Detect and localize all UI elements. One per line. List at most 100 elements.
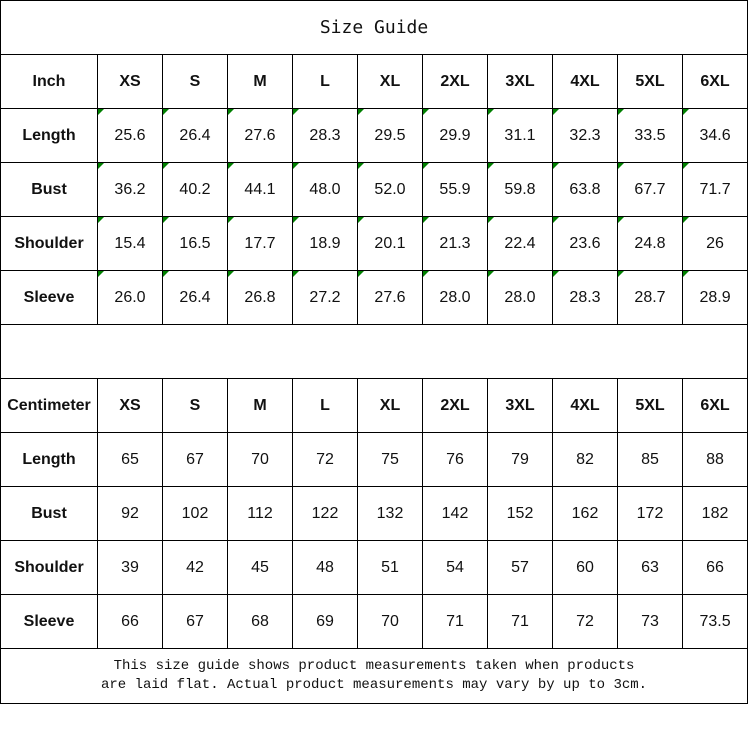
measurement-cell: 172 (617, 486, 683, 541)
measurement-cell: 48.0 (292, 162, 358, 217)
measurement-cell: 85 (617, 432, 683, 487)
measurement-cell: 28.7 (617, 270, 683, 325)
spacer-row (0, 324, 749, 379)
measurement-cell: 92 (97, 486, 163, 541)
size-header-3xl: 3XL (487, 378, 553, 433)
measurement-cell: 26.8 (227, 270, 293, 325)
measurement-cell: 24.8 (617, 216, 683, 271)
row-label: Shoulder (0, 540, 98, 595)
note-row: This size guide shows product measuremen… (0, 648, 749, 704)
page-title: Size Guide (0, 0, 749, 55)
size-header-4xl: 4XL (552, 54, 618, 109)
row-label: Shoulder (0, 216, 98, 271)
table-row-length: Length 65 67 70 72 75 76 79 82 85 88 (0, 432, 749, 487)
measurement-cell: 48 (292, 540, 358, 595)
measurement-cell: 32.3 (552, 108, 618, 163)
row-label: Length (0, 108, 98, 163)
measurement-cell: 70 (227, 432, 293, 487)
measurement-cell: 28.0 (487, 270, 553, 325)
measurement-cell: 67 (162, 432, 228, 487)
measurement-cell: 75 (357, 432, 423, 487)
size-header-l: L (292, 378, 358, 433)
measurement-cell: 31.1 (487, 108, 553, 163)
row-label: Sleeve (0, 270, 98, 325)
measurement-cell: 59.8 (487, 162, 553, 217)
measurement-cell: 162 (552, 486, 618, 541)
measurement-cell: 26.4 (162, 108, 228, 163)
measurement-cell: 65 (97, 432, 163, 487)
measurement-cell: 28.3 (552, 270, 618, 325)
table-row-length: Length 25.6 26.4 27.6 28.3 29.5 29.9 31.1 32.3 33… (0, 108, 749, 163)
measurement-cell: 88 (681, 432, 749, 487)
measurement-cell: 29.9 (422, 108, 488, 163)
cm-header-row: Centimeter XS S M L XL 2XL 3XL 4XL 5XL 6XL (0, 378, 749, 433)
table-row-sleeve: Sleeve 66 67 68 69 70 71 71 72 73 73.5 (0, 594, 749, 649)
measurement-cell: 71 (422, 594, 488, 649)
measurement-cell: 18.9 (292, 216, 358, 271)
measurement-cell: 27.2 (292, 270, 358, 325)
table-row-shoulder: Shoulder 39 42 45 48 51 54 57 60 63 66 (0, 540, 749, 595)
size-header-xl: XL (357, 54, 423, 109)
measurement-cell: 40.2 (162, 162, 228, 217)
note-line-1: This size guide shows product measuremen… (113, 658, 635, 674)
size-header-5xl: 5XL (617, 54, 683, 109)
measurement-cell: 73.5 (681, 594, 749, 649)
title-row: Size Guide (0, 0, 749, 55)
table-row-shoulder: Shoulder 15.4 16.5 17.7 18.9 20.1 21.3 22.4 23.6… (0, 216, 749, 271)
measurement-cell: 34.6 (681, 108, 749, 163)
measurement-cell: 20.1 (357, 216, 423, 271)
table-row-bust: Bust 92 102 112 122 132 142 152 162 172 182 (0, 486, 749, 541)
measurement-cell: 67 (162, 594, 228, 649)
measurement-cell: 57 (487, 540, 553, 595)
row-label: Bust (0, 162, 98, 217)
size-header-xl: XL (357, 378, 423, 433)
row-label: Sleeve (0, 594, 98, 649)
measurement-cell: 60 (552, 540, 618, 595)
size-header-s: S (162, 378, 228, 433)
size-header-m: M (227, 54, 293, 109)
measurement-cell: 22.4 (487, 216, 553, 271)
measurement-cell: 73 (617, 594, 683, 649)
measurement-cell: 16.5 (162, 216, 228, 271)
measurement-cell: 55.9 (422, 162, 488, 217)
note-line-2: are laid flat. Actual product measuremen… (100, 677, 648, 693)
measurement-cell: 52.0 (357, 162, 423, 217)
measurement-cell: 28.3 (292, 108, 358, 163)
measurement-cell: 71 (487, 594, 553, 649)
measurement-cell: 66 (681, 540, 749, 595)
measurement-cell: 54 (422, 540, 488, 595)
measurement-cell: 26.4 (162, 270, 228, 325)
size-header-m: M (227, 378, 293, 433)
inch-header-row: Inch XS S M L XL 2XL 3XL 4XL 5XL 6XL (0, 54, 749, 109)
size-header-2xl: 2XL (422, 378, 488, 433)
measurement-cell: 45 (227, 540, 293, 595)
measurement-cell: 33.5 (617, 108, 683, 163)
row-label: Length (0, 432, 98, 487)
measurement-cell: 26 (681, 216, 749, 271)
size-header-xs: XS (97, 54, 163, 109)
size-guide-table: Size Guide Inch XS S M L XL 2XL 3XL 4XL 5XL 6XL Len… (0, 0, 749, 704)
unit-label: Centimeter (0, 378, 98, 433)
spacer-cell (0, 324, 749, 379)
measurement-cell: 76 (422, 432, 488, 487)
measurement-note: This size guide shows product measuremen… (0, 648, 749, 704)
measurement-cell: 72 (292, 432, 358, 487)
measurement-cell: 63.8 (552, 162, 618, 217)
measurement-cell: 72 (552, 594, 618, 649)
measurement-cell: 27.6 (357, 270, 423, 325)
measurement-cell: 182 (681, 486, 749, 541)
measurement-cell: 68 (227, 594, 293, 649)
measurement-cell: 66 (97, 594, 163, 649)
measurement-cell: 82 (552, 432, 618, 487)
measurement-cell: 39 (97, 540, 163, 595)
measurement-cell: 102 (162, 486, 228, 541)
measurement-cell: 17.7 (227, 216, 293, 271)
size-header-5xl: 5XL (617, 378, 683, 433)
measurement-cell: 26.0 (97, 270, 163, 325)
size-header-s: S (162, 54, 228, 109)
table-row-sleeve: Sleeve 26.0 26.4 26.8 27.2 27.6 28.0 28.0 28.3 28… (0, 270, 749, 325)
measurement-cell: 63 (617, 540, 683, 595)
measurement-cell: 132 (357, 486, 423, 541)
measurement-cell: 23.6 (552, 216, 618, 271)
measurement-cell: 79 (487, 432, 553, 487)
